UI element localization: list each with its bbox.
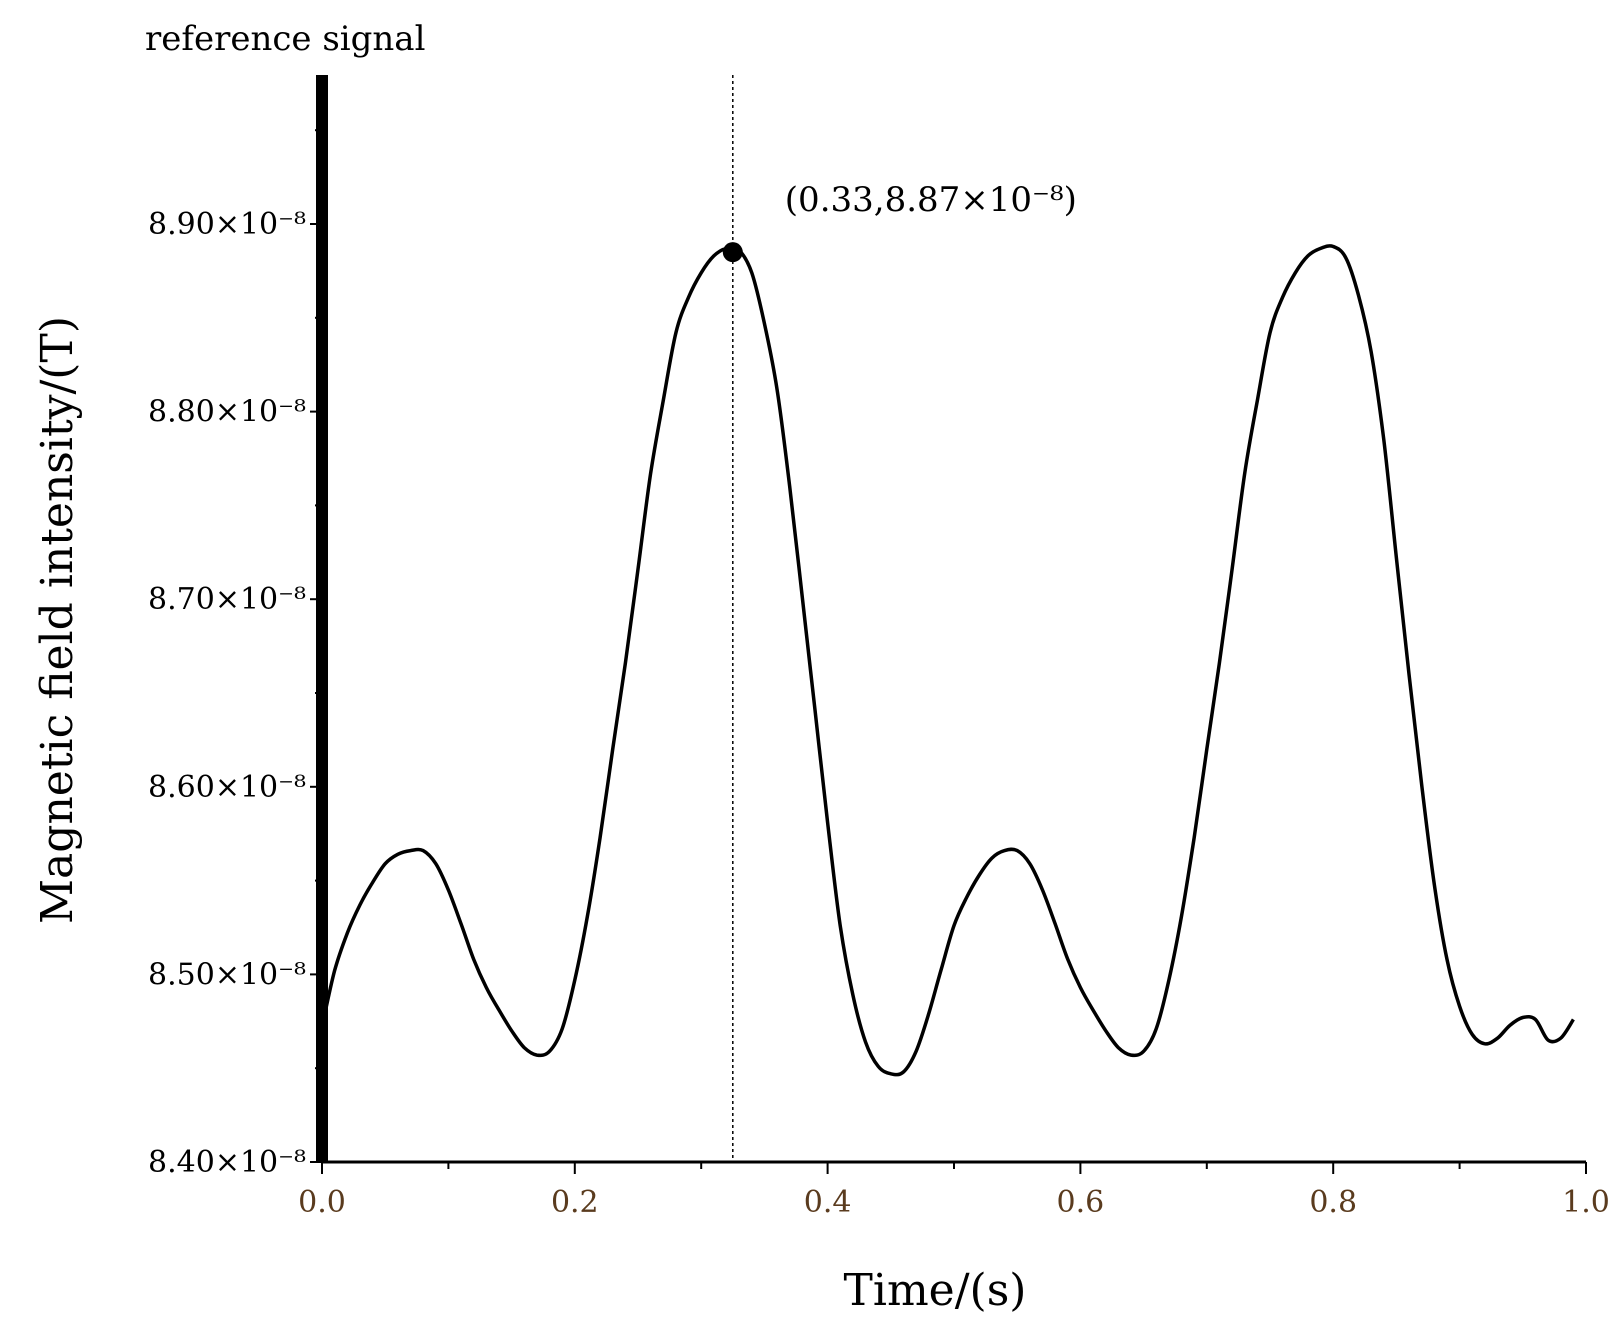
y-tick-label: 8.70×10⁻⁸	[148, 582, 306, 617]
x-tick-label: 0.6	[1057, 1185, 1105, 1220]
peak-annotation-label: (0.33,8.87×10⁻⁸)	[785, 180, 1077, 220]
x-tick-label: 0.2	[551, 1185, 599, 1220]
y-axis-ticks: 8.40×10⁻⁸ 8.50×10⁻⁸ 8.60×10⁻⁸ 8.70×10⁻⁸ 8.80…	[148, 129, 322, 1180]
reference-signal-label: reference signal	[145, 19, 425, 59]
plot-area: 8.40×10⁻⁸ 8.50×10⁻⁸ 8.60×10⁻⁸ 8.70×10⁻⁸ 8.80…	[148, 75, 1610, 1220]
x-tick-label: 1.0	[1562, 1185, 1610, 1220]
annotations: (0.33,8.87×10⁻⁸)	[722, 180, 1077, 263]
y-tick-label: 8.40×10⁻⁸	[148, 1145, 306, 1180]
x-axis-title: Time/(s)	[844, 1265, 1027, 1316]
x-tick-label: 0.8	[1309, 1185, 1357, 1220]
y-tick-label: 8.50×10⁻⁸	[148, 957, 306, 992]
y-tick-label: 8.60×10⁻⁸	[148, 770, 306, 805]
peak-point-marker	[722, 242, 743, 263]
reference-signal-bar	[316, 75, 328, 1162]
x-tick-label: 0.4	[804, 1185, 852, 1220]
x-axis-ticks: 0.0 0.2 0.4 0.6 0.8 1.0	[298, 1162, 1610, 1220]
x-tick-label: 0.0	[298, 1185, 346, 1220]
y-axis-title: Magnetic field intensity/(T)	[32, 316, 83, 924]
y-tick-label: 8.90×10⁻⁸	[148, 207, 306, 242]
series-line	[320, 244, 1575, 1077]
y-tick-label: 8.80×10⁻⁸	[148, 395, 306, 430]
